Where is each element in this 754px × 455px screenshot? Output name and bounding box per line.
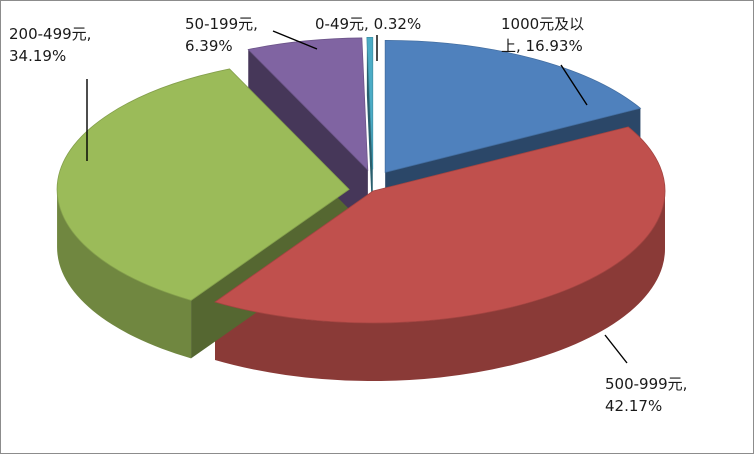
leader-line-50-199 — [272, 30, 318, 50]
slice-50-199[interactable] — [247, 37, 369, 171]
slice-500-999[interactable] — [214, 126, 666, 324]
slice-500-999-rim — [214, 191, 665, 382]
slice-0-49-wall-start — [366, 37, 373, 228]
data-label-200-499: 200-499元, 34.19% — [9, 25, 91, 65]
data-label-50-199: 50-199元, 6.39% — [185, 15, 258, 55]
data-label-1000-plus: 1000元及以上, 16.93% — [501, 15, 584, 55]
slice-0-49[interactable] — [366, 37, 374, 170]
slice-200-499[interactable] — [56, 68, 350, 301]
slice-1000-plus[interactable] — [384, 39, 642, 173]
data-label-0-49: 0-49元, 0.32% — [315, 15, 421, 33]
leader-line-500-999 — [604, 334, 628, 364]
data-label-500-999: 500-999元, 42.17% — [605, 375, 687, 415]
leader-line-1000-plus — [560, 64, 588, 106]
